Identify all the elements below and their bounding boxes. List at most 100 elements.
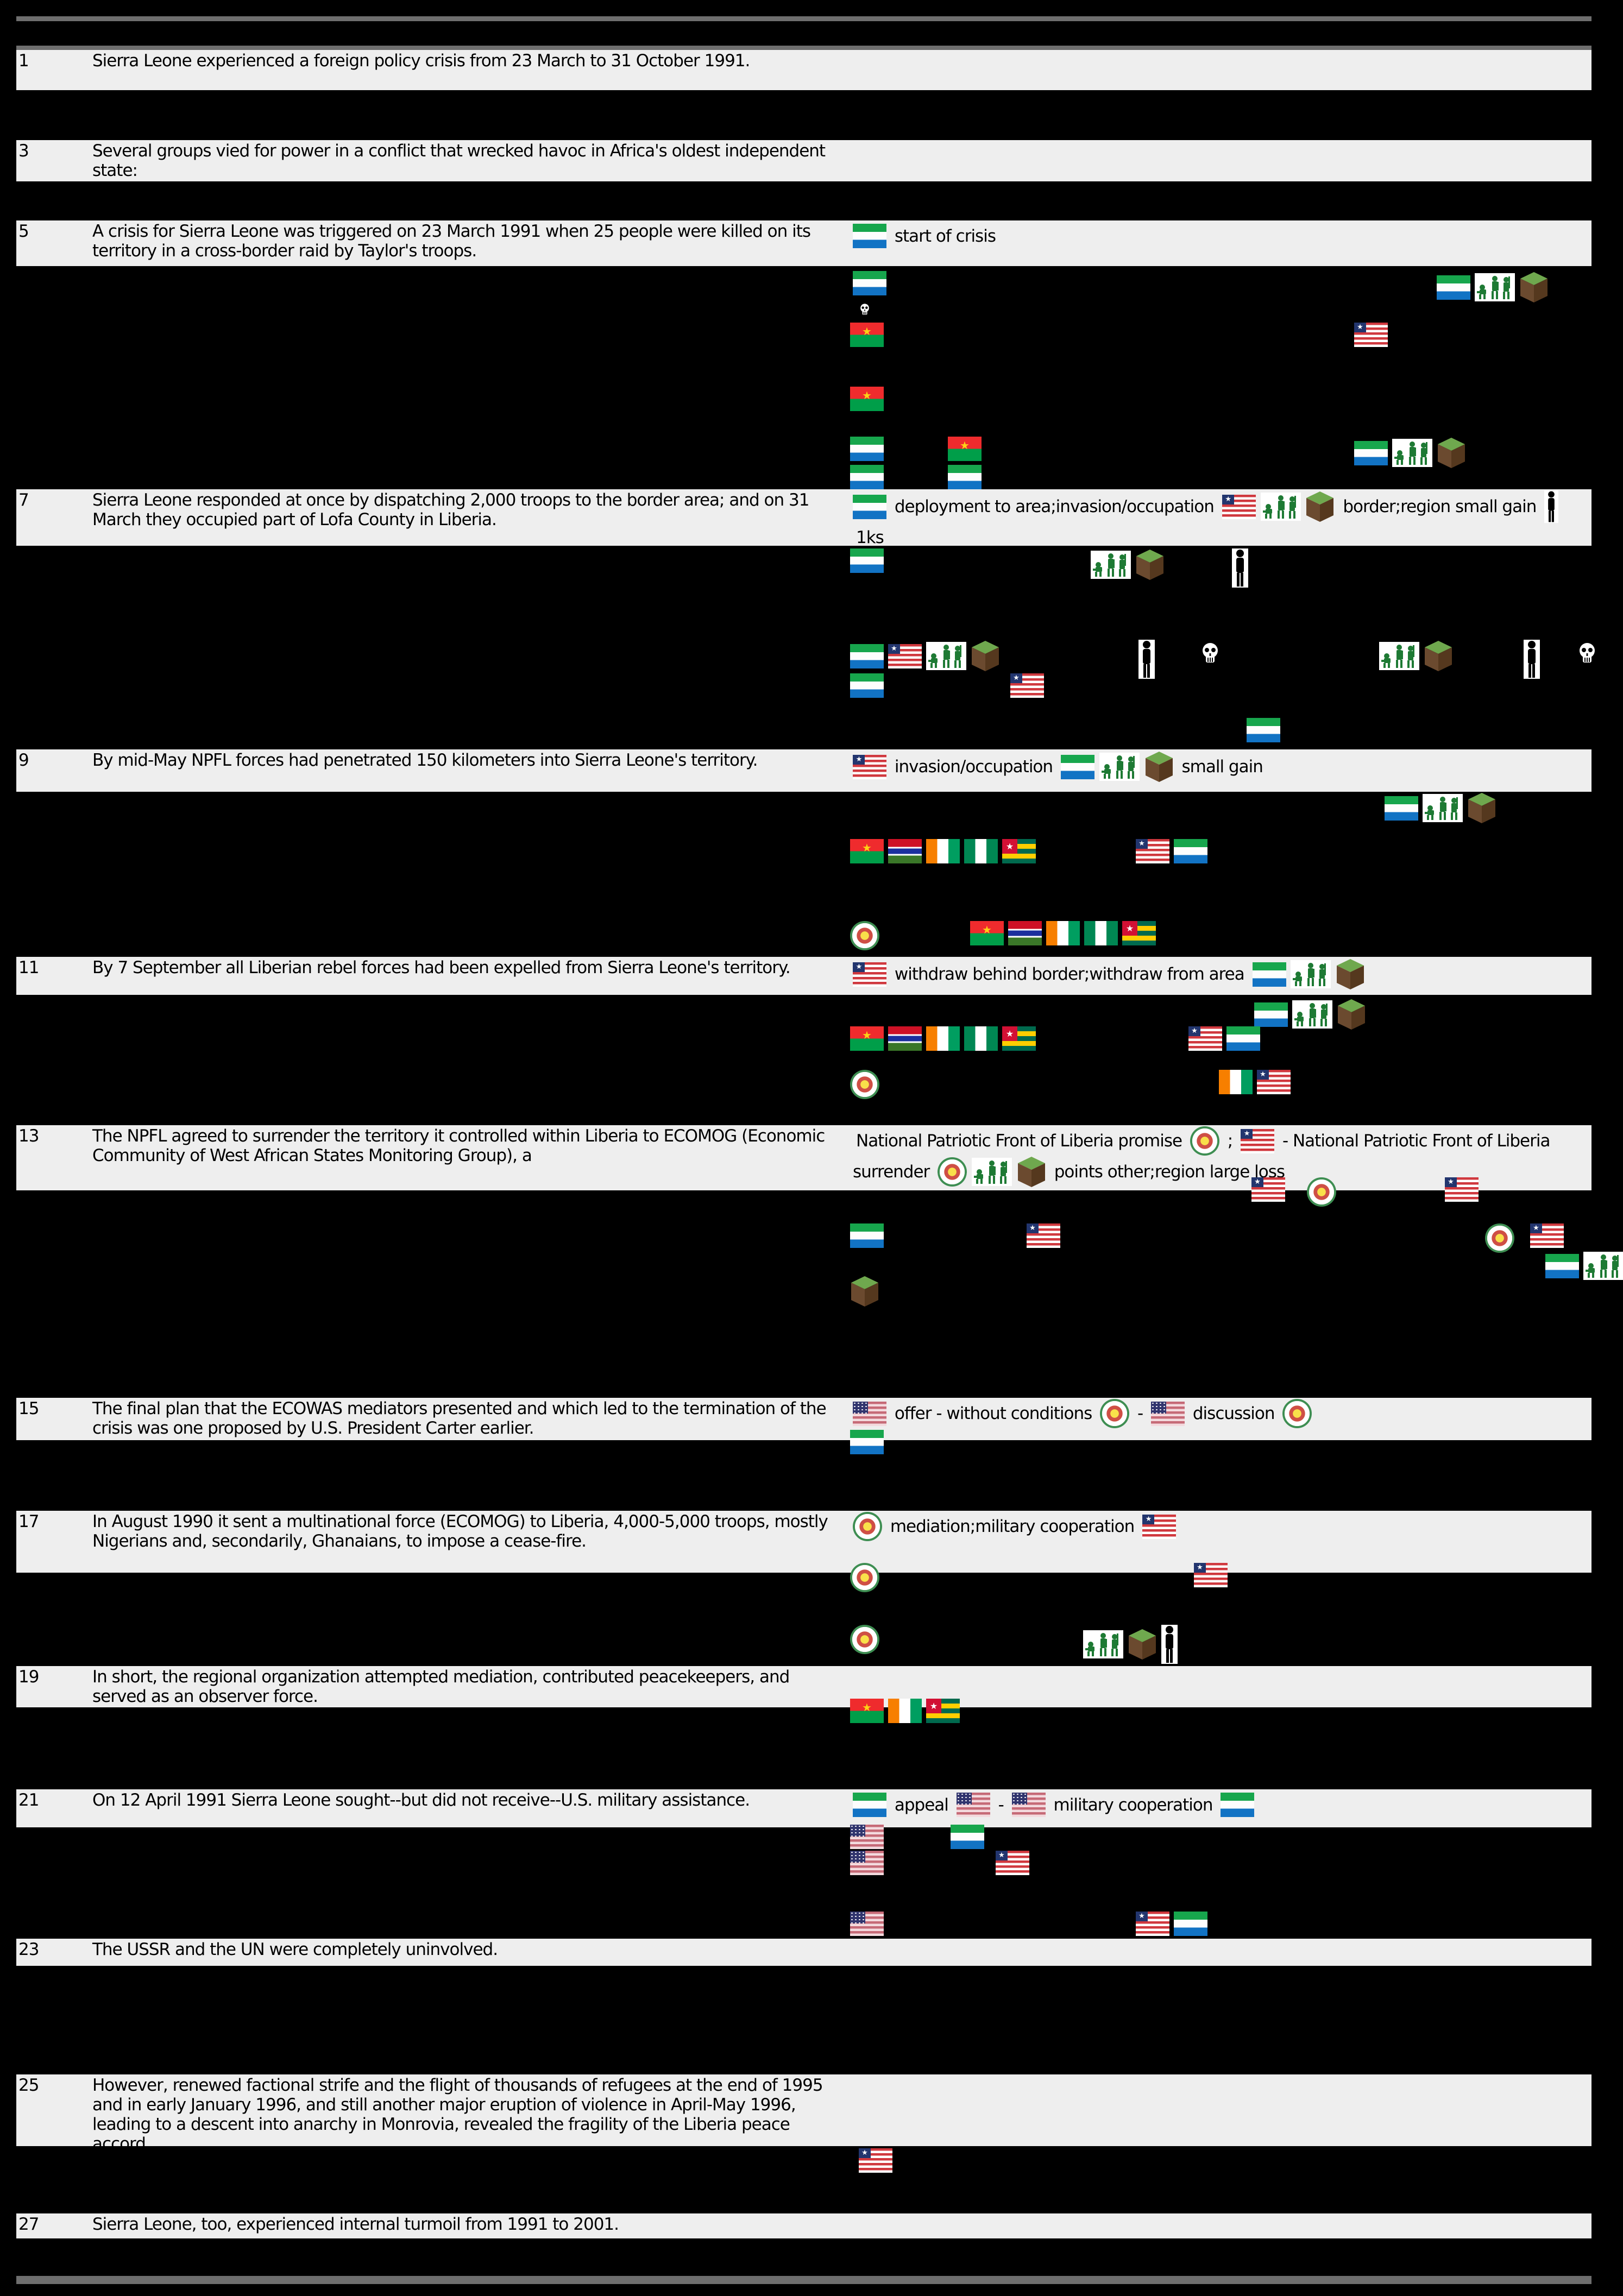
- timeline-mark: [1545, 1252, 1623, 1280]
- timeline-mark: ★: [859, 2148, 897, 2173]
- sentence-number: 25: [18, 2076, 39, 2095]
- soldiers-icon: [1583, 1252, 1623, 1280]
- sentence-row: 25 However, renewed factional strife and …: [16, 2074, 1591, 2154]
- ecowas-logo-icon: [1307, 1177, 1336, 1207]
- sierra-leone-flag-icon: [1252, 962, 1286, 987]
- timeline-mark: [1307, 1177, 1341, 1207]
- skull-icon: [857, 302, 872, 317]
- canton-star: ★: [926, 1699, 941, 1713]
- timeline-mark: [850, 387, 888, 411]
- annotation: ★ invasion/occupation small gain: [853, 750, 1591, 783]
- canton-star: ★: [1002, 839, 1017, 854]
- canton-star: ★: [888, 644, 900, 654]
- liberia-flag-icon: ★: [1241, 1128, 1275, 1153]
- ivory-coast-flag-icon: [926, 1026, 960, 1051]
- sentence-text: However, renewed factional strife and th…: [92, 2076, 823, 2154]
- sentence-row: 7 Sierra Leone responded at once by dispa…: [16, 489, 1591, 547]
- usa-flag-icon: [850, 1825, 884, 1849]
- burkina-faso-flag-icon: [850, 1026, 884, 1051]
- ivory-coast-flag-icon: [1046, 921, 1080, 945]
- canton-stars: [956, 1793, 972, 1805]
- sentence-number: 27: [18, 2215, 39, 2234]
- timeline-mark: [1198, 640, 1226, 667]
- sentence-text: Sierra Leone, too, experienced internal …: [92, 2215, 619, 2234]
- liberia-flag-icon: ★: [1142, 1514, 1177, 1539]
- terrain-block-icon: [1336, 958, 1365, 991]
- gambia-flag-icon: [888, 839, 922, 863]
- sentence-row: 5 A crisis for Sierra Leone was triggered…: [16, 220, 1591, 266]
- timeline-mark: [857, 302, 877, 317]
- skull-icon: [1198, 640, 1222, 667]
- sierra-leone-flag-icon: [1221, 1793, 1255, 1817]
- gambia-flag-icon: [1008, 921, 1042, 945]
- terrain-block-icon: [971, 640, 1000, 672]
- annotation-text: deployment to area;invasion/occupation: [894, 497, 1215, 516]
- canton-star: ★: [1354, 323, 1366, 332]
- sierra-leone-flag-icon: [1254, 1002, 1288, 1027]
- timeline-mark: ★: [1251, 1177, 1289, 1202]
- timeline-mark: [1083, 1625, 1182, 1664]
- sierra-leone-flag-icon: [850, 548, 884, 573]
- canton-star: ★: [1188, 1026, 1200, 1036]
- timeline-mark: [850, 1851, 888, 1875]
- terrain-block-icon: [1467, 792, 1496, 824]
- canton-star: ★: [1530, 1223, 1542, 1233]
- timeline-mark: ★: [1136, 1912, 1212, 1936]
- burkina-faso-flag-icon: [948, 437, 982, 461]
- terrain-block-icon: [1305, 490, 1335, 523]
- timeline-mark: [1437, 271, 1553, 304]
- liberia-flag-icon: ★: [1136, 1912, 1169, 1936]
- burkina-faso-flag-icon: [850, 323, 884, 347]
- sierra-leone-flag-icon: [853, 494, 886, 519]
- timeline-mark: ★: [1010, 673, 1048, 698]
- liberia-flag-icon: ★: [853, 962, 886, 987]
- person-icon: [1232, 548, 1248, 588]
- timeline-mark: ★: [996, 1851, 1034, 1875]
- canton-star: ★: [1194, 1563, 1206, 1573]
- canton-stars: [850, 1912, 865, 1923]
- timeline-mark: [850, 1223, 888, 1248]
- sentence-text: A crisis for Sierra Leone was triggered …: [92, 222, 811, 261]
- canton-star: ★: [859, 2148, 871, 2158]
- liberia-flag-icon: ★: [1257, 1070, 1291, 1094]
- annotation-text: invasion/occupation: [894, 757, 1053, 777]
- timeline-mark: ★: [1027, 1223, 1065, 1248]
- ecowas-logo-icon: [850, 1625, 879, 1654]
- timeline-mark: [951, 1825, 989, 1849]
- sentence-row: 1 Sierra Leone experienced a foreign poli…: [16, 50, 1591, 90]
- annotation: ★ withdraw behind border;withdraw from a…: [853, 958, 1591, 991]
- timeline-mark: [850, 1912, 888, 1936]
- annotation: start of crisis: [853, 222, 1591, 250]
- timeline-mark: [850, 1563, 884, 1592]
- annotation-text: ;: [1227, 1131, 1234, 1151]
- annotation: offer - without conditions - discussion: [853, 1399, 1591, 1428]
- liberia-flag-icon: ★: [1188, 1026, 1222, 1051]
- ecowas-logo-icon: [850, 921, 879, 950]
- timeline-mark: [1379, 640, 1457, 672]
- timeline-mark: ★: [1219, 1070, 1295, 1094]
- timeline-mark: [850, 1430, 888, 1454]
- sierra-leone-flag-icon: [1226, 1026, 1260, 1051]
- timeline-mark: [850, 1825, 888, 1849]
- usa-flag-icon: [850, 1912, 884, 1936]
- sentence-text: In August 1990 it sent a multinational f…: [92, 1512, 828, 1551]
- timeline-mark: ★: [1445, 1177, 1483, 1202]
- sierra-leone-flag-icon: [951, 1825, 984, 1849]
- sierra-leone-flag-icon: [1174, 839, 1207, 863]
- annotation-text: - National Patriotic Front of Liberia su…: [853, 1131, 1550, 1182]
- sentence-number: 3: [18, 141, 29, 161]
- timeline-mark: ★: [970, 921, 1160, 945]
- timeline-mark: [1385, 792, 1501, 824]
- sierra-leone-flag-icon: [1354, 440, 1388, 465]
- canton-star: ★: [853, 754, 865, 765]
- canton-star: ★: [1251, 1177, 1263, 1187]
- annotation-text: start of crisis: [894, 226, 996, 246]
- ivory-coast-flag-icon: [926, 839, 960, 863]
- sentence-row: 9 By mid-May NPFL forces had penetrated 1…: [16, 749, 1591, 792]
- usa-flag-icon: [1011, 1793, 1046, 1817]
- sentence-text: The final plan that the ECOWAS mediators…: [92, 1399, 827, 1438]
- annotation-text: mediation;military cooperation: [890, 1517, 1135, 1536]
- ecowas-logo-icon: [850, 1563, 879, 1592]
- soldiers-icon: [1379, 642, 1419, 670]
- sentence-row: 19 In short, the regional organization at…: [16, 1666, 1591, 1707]
